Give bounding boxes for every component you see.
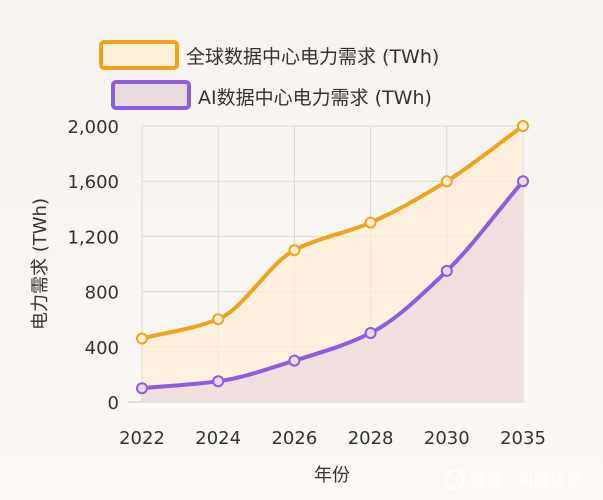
x-axis-ticks: 2022 2024 2026 2028 2030 2035 bbox=[119, 428, 546, 449]
y-tick-label: 0 bbox=[108, 393, 119, 414]
legend-label-ai: AI数据中心电力需求 (TWh) bbox=[198, 87, 432, 109]
legend-item-global[interactable]: 全球数据中心电力需求 (TWh) bbox=[99, 40, 439, 70]
x-tick-label: 2035 bbox=[500, 428, 546, 449]
data-point-0 bbox=[212, 313, 225, 326]
y-axis-title: 电力需求 (TWh) bbox=[30, 198, 51, 330]
legend-swatch-global bbox=[99, 40, 179, 70]
y-tick-label: 1,200 bbox=[67, 227, 119, 248]
legend-swatch-ai bbox=[111, 80, 191, 110]
legend: 全球数据中心电力需求 (TWh) AI数据中心电力需求 (TWh) bbox=[99, 40, 439, 110]
y-tick-label: 2,000 bbox=[67, 117, 119, 138]
data-point-0 bbox=[136, 332, 148, 345]
watermark: 雪球：舟随江流 bbox=[445, 470, 582, 490]
x-tick-label: 2024 bbox=[195, 428, 241, 449]
data-point-0 bbox=[288, 244, 301, 257]
x-axis-title: 年份 bbox=[314, 465, 350, 486]
data-point-1 bbox=[440, 264, 453, 277]
y-tick-label: 1,600 bbox=[67, 172, 119, 193]
y-axis-ticks: 0 400 800 1,200 1,600 2,000 bbox=[67, 117, 119, 414]
x-tick-label: 2028 bbox=[348, 428, 394, 449]
series-area-1 bbox=[142, 181, 523, 402]
data-point-0 bbox=[517, 120, 529, 132]
data-point-0 bbox=[364, 216, 377, 229]
watermark-logo bbox=[445, 470, 465, 490]
legend-item-ai[interactable]: AI数据中心电力需求 (TWh) bbox=[111, 80, 432, 110]
data-point-1 bbox=[517, 175, 529, 188]
legend-label-global: 全球数据中心电力需求 (TWh) bbox=[186, 46, 439, 68]
x-tick-label: 2026 bbox=[271, 428, 317, 449]
data-point-1 bbox=[288, 354, 301, 367]
data-point-0 bbox=[440, 175, 453, 188]
x-tick-label: 2022 bbox=[119, 428, 165, 449]
data-point-1 bbox=[136, 382, 148, 395]
data-point-1 bbox=[364, 327, 377, 339]
data-point-1 bbox=[212, 375, 225, 388]
watermark-text: 雪球：舟随江流 bbox=[470, 471, 582, 490]
x-tick-label: 2030 bbox=[424, 428, 470, 449]
y-tick-label: 800 bbox=[85, 283, 119, 304]
y-tick-label: 400 bbox=[85, 338, 119, 359]
series-points bbox=[136, 120, 529, 395]
